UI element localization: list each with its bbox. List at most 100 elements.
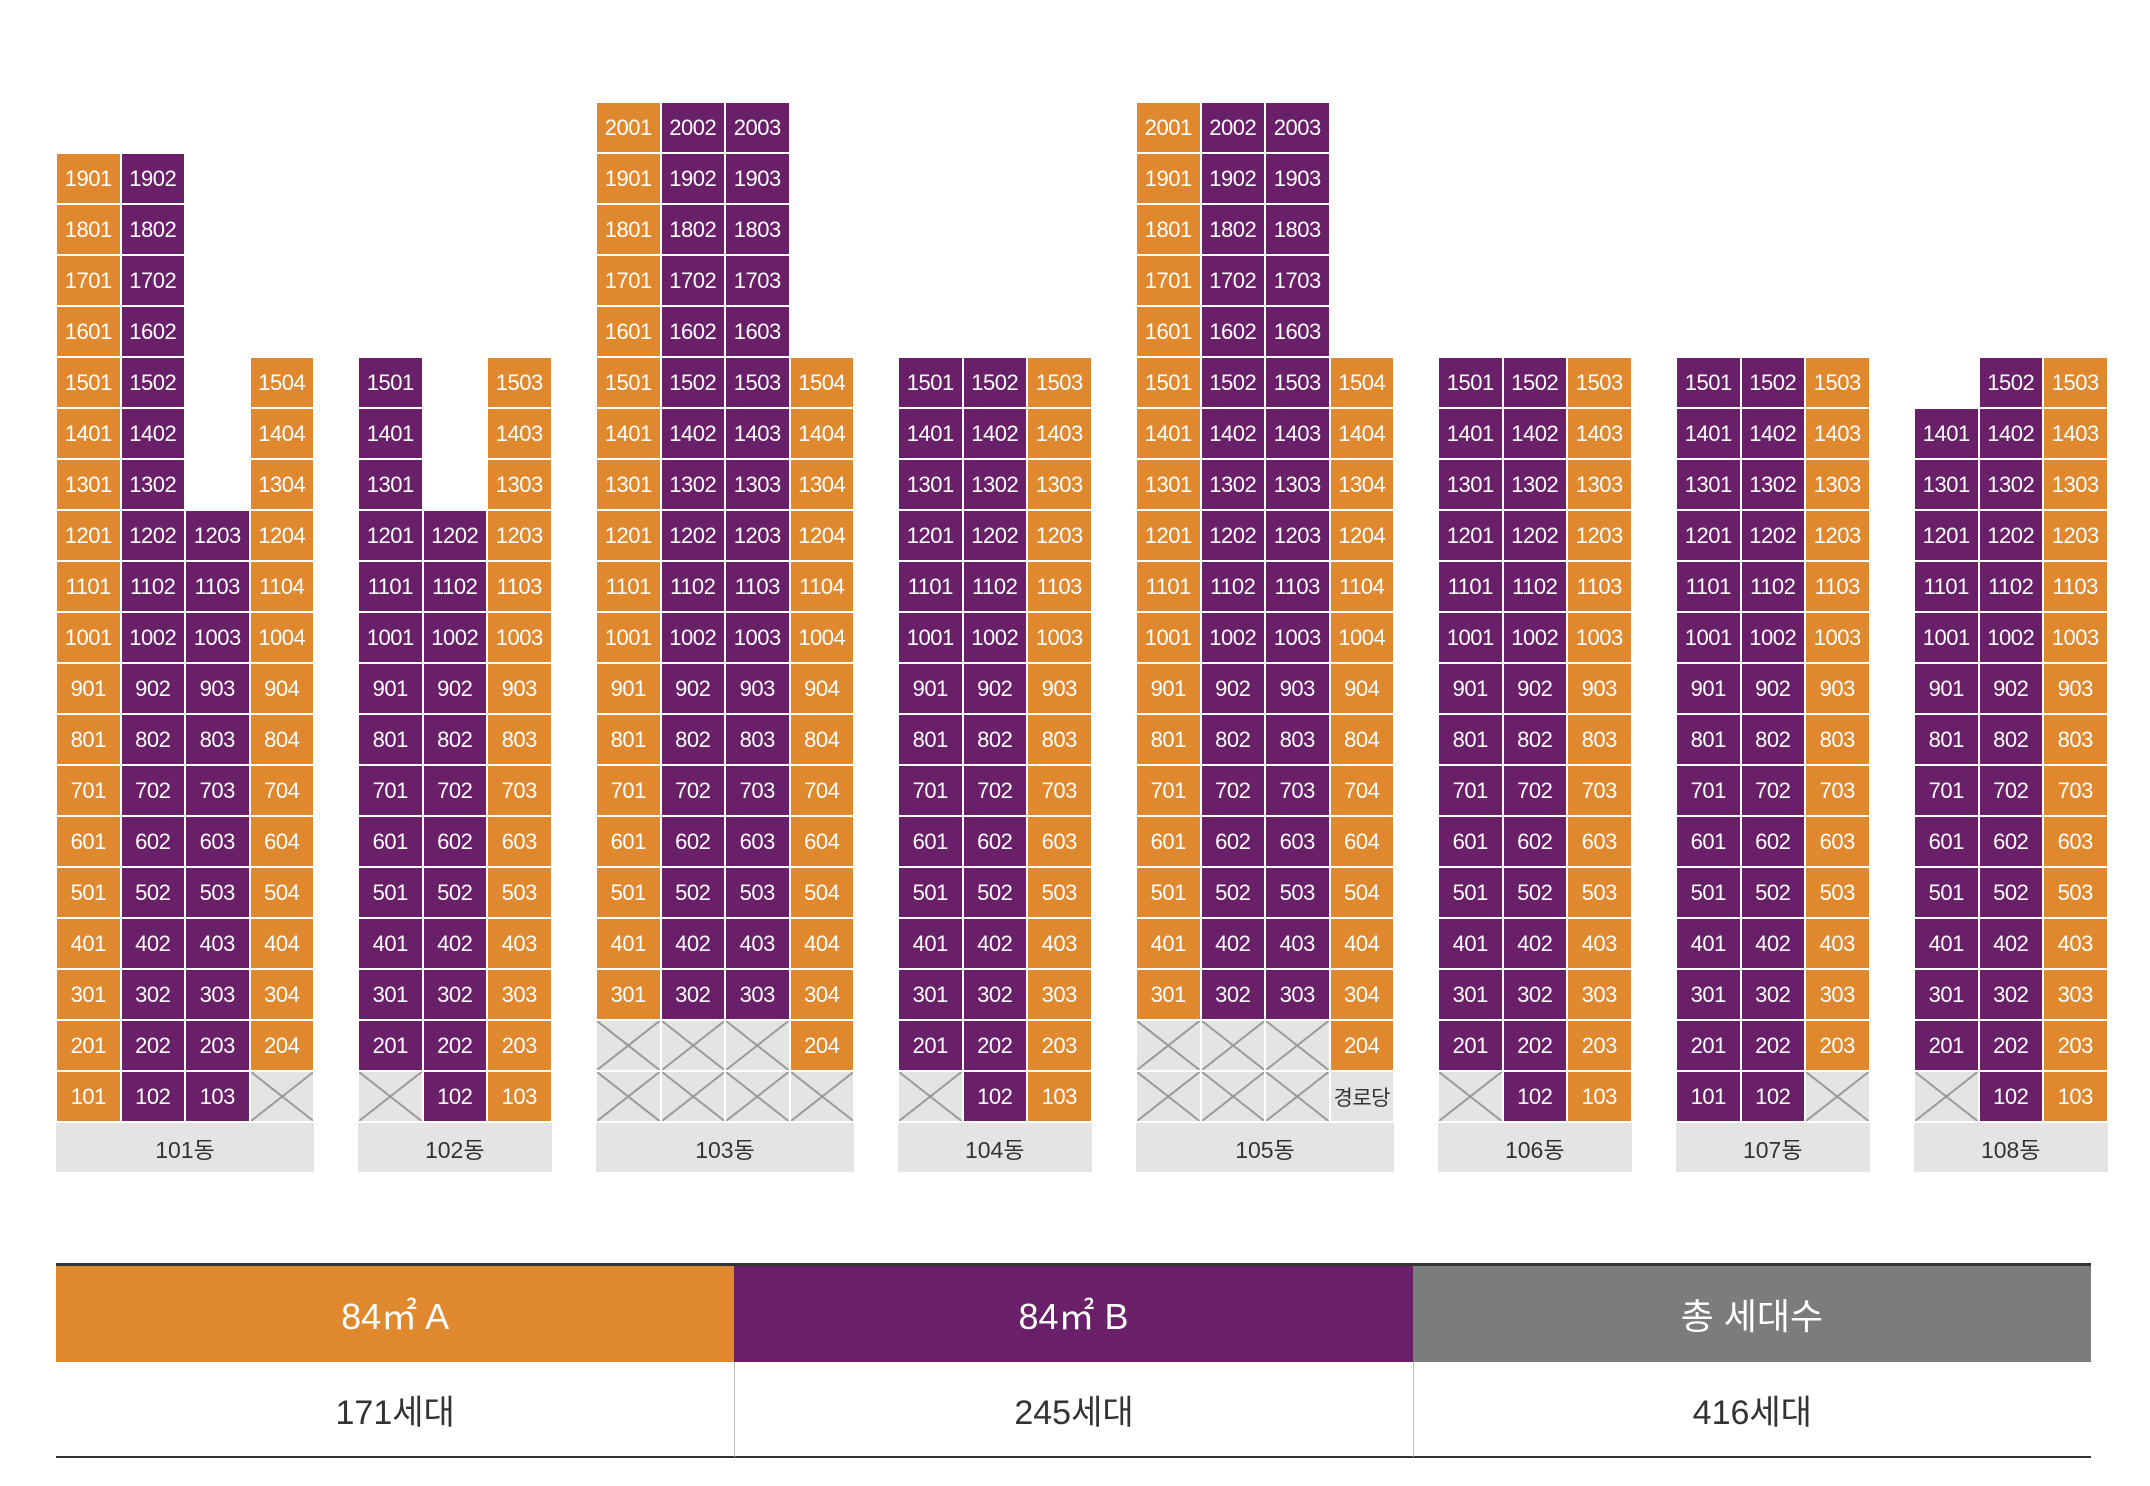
unit-cell-501: 501 (1676, 867, 1741, 918)
unit-cell-701: 701 (358, 765, 423, 816)
unit-cell-301: 301 (1914, 969, 1979, 1020)
unit-cell-601: 601 (358, 816, 423, 867)
unit-cell-2001: 2001 (1136, 102, 1201, 153)
unit-cell-703: 703 (1805, 765, 1870, 816)
unit-cell-301: 301 (1438, 969, 1503, 1020)
unit-cell-1101: 1101 (56, 561, 121, 612)
unit-cell-1003: 1003 (487, 612, 552, 663)
unit-cell-1801: 1801 (56, 204, 121, 255)
unit-cell-901: 901 (1914, 663, 1979, 714)
unit-cell-801: 801 (596, 714, 661, 765)
unit-cell-1302: 1302 (1200, 459, 1265, 510)
unit-cell-1402: 1402 (962, 408, 1027, 459)
unit-cell-501: 501 (56, 867, 121, 918)
unit-cell-1504: 1504 (249, 357, 314, 408)
empty-unit-cell (898, 1071, 963, 1122)
unit-cell-1003: 1003 (725, 612, 790, 663)
unit-cell-1401: 1401 (1914, 408, 1979, 459)
unit-cell-901: 901 (358, 663, 423, 714)
unit-cell-1104: 1104 (249, 561, 314, 612)
unit-cell-302: 302 (422, 969, 487, 1020)
unit-cell-301: 301 (1676, 969, 1741, 1020)
unit-cell-1503: 1503 (1567, 357, 1632, 408)
unit-cell-603: 603 (1027, 816, 1092, 867)
unit-cell-1204: 1204 (1329, 510, 1394, 561)
unit-cell-1701: 1701 (56, 255, 121, 306)
unit-cell-1802: 1802 (120, 204, 185, 255)
unit-cell-1901: 1901 (56, 153, 121, 204)
unit-cell-1103: 1103 (725, 561, 790, 612)
unit-cell-902: 902 (1740, 663, 1805, 714)
unit-cell-201: 201 (898, 1020, 963, 1071)
unit-cell-1504: 1504 (789, 357, 854, 408)
unit-cell-902: 902 (1978, 663, 2043, 714)
unit-cell-403: 403 (1265, 918, 1330, 969)
unit-cell-303: 303 (1027, 969, 1092, 1020)
unit-cell-1504: 1504 (1329, 357, 1394, 408)
unit-cell-402: 402 (1502, 918, 1567, 969)
unit-cell-102: 102 (422, 1071, 487, 1122)
unit-cell-1601: 1601 (1136, 306, 1201, 357)
unit-cell-801: 801 (898, 714, 963, 765)
unit-cell-803: 803 (1805, 714, 1870, 765)
unit-cell-303: 303 (2043, 969, 2108, 1020)
unit-cell-1101: 1101 (596, 561, 661, 612)
unit-cell-1501: 1501 (1136, 357, 1201, 408)
unit-cell-1503: 1503 (725, 357, 790, 408)
unit-cell-903: 903 (1567, 663, 1632, 714)
unit-cell-1501: 1501 (1676, 357, 1741, 408)
unit-cell-602: 602 (1740, 816, 1805, 867)
unit-cell-902: 902 (1502, 663, 1567, 714)
unit-cell-901: 901 (898, 663, 963, 714)
unit-cell-1302: 1302 (962, 459, 1027, 510)
unit-cell-802: 802 (1978, 714, 2043, 765)
unit-cell-1403: 1403 (487, 408, 552, 459)
empty-unit-cell (725, 1071, 790, 1122)
unit-cell-1002: 1002 (422, 612, 487, 663)
unit-cell-1001: 1001 (1914, 612, 1979, 663)
unit-cell-1201: 1201 (1676, 510, 1741, 561)
unit-cell-503: 503 (2043, 867, 2108, 918)
unit-cell-1101: 1101 (1136, 561, 1201, 612)
unit-cell-1902: 1902 (660, 153, 725, 204)
unit-cell-601: 601 (1914, 816, 1979, 867)
unit-cell-1501: 1501 (358, 357, 423, 408)
unit-cell-903: 903 (185, 663, 250, 714)
unit-cell-203: 203 (1567, 1020, 1632, 1071)
unit-cell-1201: 1201 (596, 510, 661, 561)
unit-cell-802: 802 (120, 714, 185, 765)
unit-cell-1301: 1301 (596, 459, 661, 510)
legend-table: 84㎡ A 171세대 84㎡ B 245세대 총 세대수 416세대 (56, 1263, 2091, 1458)
empty-unit-cell (1265, 1071, 1330, 1122)
unit-cell-902: 902 (422, 663, 487, 714)
unit-cell-603: 603 (1805, 816, 1870, 867)
unit-cell-101: 101 (56, 1071, 121, 1122)
unit-cell-304: 304 (789, 969, 854, 1020)
unit-cell-803: 803 (1027, 714, 1092, 765)
unit-cell-1703: 1703 (725, 255, 790, 306)
unit-cell-301: 301 (1136, 969, 1201, 1020)
unit-cell-702: 702 (1200, 765, 1265, 816)
unit-cell-303: 303 (185, 969, 250, 1020)
unit-cell-202: 202 (1978, 1020, 2043, 1071)
unit-cell-1103: 1103 (2043, 561, 2108, 612)
unit-cell-1602: 1602 (1200, 306, 1265, 357)
unit-cell-201: 201 (1914, 1020, 1979, 1071)
unit-cell-1003: 1003 (1805, 612, 1870, 663)
unit-cell-201: 201 (1676, 1020, 1741, 1071)
unit-cell-1001: 1001 (1438, 612, 1503, 663)
unit-cell-1301: 1301 (898, 459, 963, 510)
unit-cell-1304: 1304 (1329, 459, 1394, 510)
unit-cell-1101: 1101 (1676, 561, 1741, 612)
unit-cell-902: 902 (962, 663, 1027, 714)
unit-cell-1503: 1503 (1027, 357, 1092, 408)
unit-cell-803: 803 (2043, 714, 2108, 765)
unit-cell-404: 404 (1329, 918, 1394, 969)
unit-cell-502: 502 (962, 867, 1027, 918)
unit-cell-502: 502 (1200, 867, 1265, 918)
unit-cell-803: 803 (487, 714, 552, 765)
unit-cell-1203: 1203 (725, 510, 790, 561)
unit-cell-1102: 1102 (1200, 561, 1265, 612)
empty-unit-cell (660, 1020, 725, 1071)
